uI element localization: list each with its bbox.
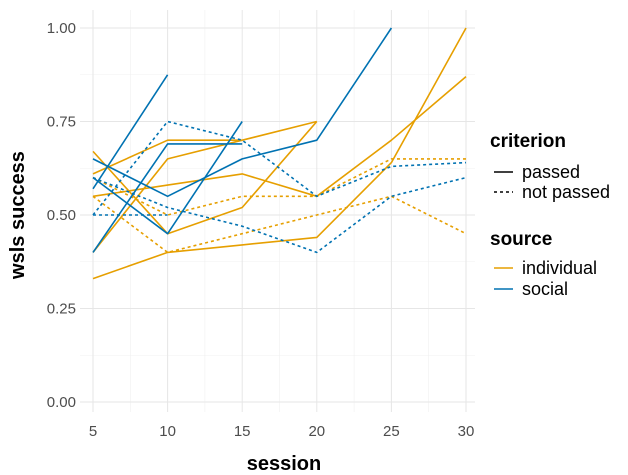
legend-label-social: social [522, 279, 568, 299]
x-axis-title: session [247, 453, 321, 475]
series-line-social-passed [92, 121, 243, 235]
x-axis-ticks: 5 10 15 20 25 30 [89, 423, 475, 440]
major-gridlines [80, 10, 475, 412]
x-tick-label: 10 [159, 423, 176, 440]
y-tick-label: 0.75 [47, 114, 76, 131]
x-tick-label: 15 [234, 423, 251, 440]
legend-label-not-passed: not passed [522, 182, 610, 202]
series-line-social-not-passed [92, 176, 467, 254]
series-line-individual-passed [92, 27, 467, 280]
y-axis-ticks: 0.00 0.25 0.50 0.75 1.00 [47, 20, 76, 411]
x-tick-label: 30 [458, 423, 475, 440]
series-line-individual-passed [92, 139, 243, 253]
y-tick-label: 1.00 [47, 20, 76, 37]
series-line-individual-passed [92, 120, 318, 235]
y-tick-label: 0.00 [47, 394, 76, 411]
x-tick-label: 5 [89, 423, 97, 440]
x-tick-label: 20 [308, 423, 325, 440]
series-line-social-passed [92, 74, 169, 190]
y-tick-label: 0.25 [47, 301, 76, 318]
series-line-individual-passed [92, 173, 318, 198]
legend-label-passed: passed [522, 162, 580, 182]
x-tick-label: 25 [383, 423, 400, 440]
series-lines [92, 27, 467, 280]
y-axis-title: wsls success [7, 151, 29, 280]
legend-title-criterion: criterion [490, 131, 566, 152]
legend-title-source: source [490, 229, 552, 250]
series-line-social-passed [92, 143, 243, 253]
series-line-social-passed [92, 27, 393, 198]
y-tick-label: 0.50 [47, 207, 76, 224]
series-line-individual-passed [316, 75, 467, 197]
legend-label-individual: individual [522, 258, 597, 278]
series-line-individual-passed [92, 120, 317, 175]
series-line-individual-not-passed [92, 195, 467, 254]
legend: criterion passed not passed source indiv… [490, 131, 610, 299]
series-line-individual-not-passed [92, 158, 466, 216]
minor-gridlines [80, 10, 475, 412]
